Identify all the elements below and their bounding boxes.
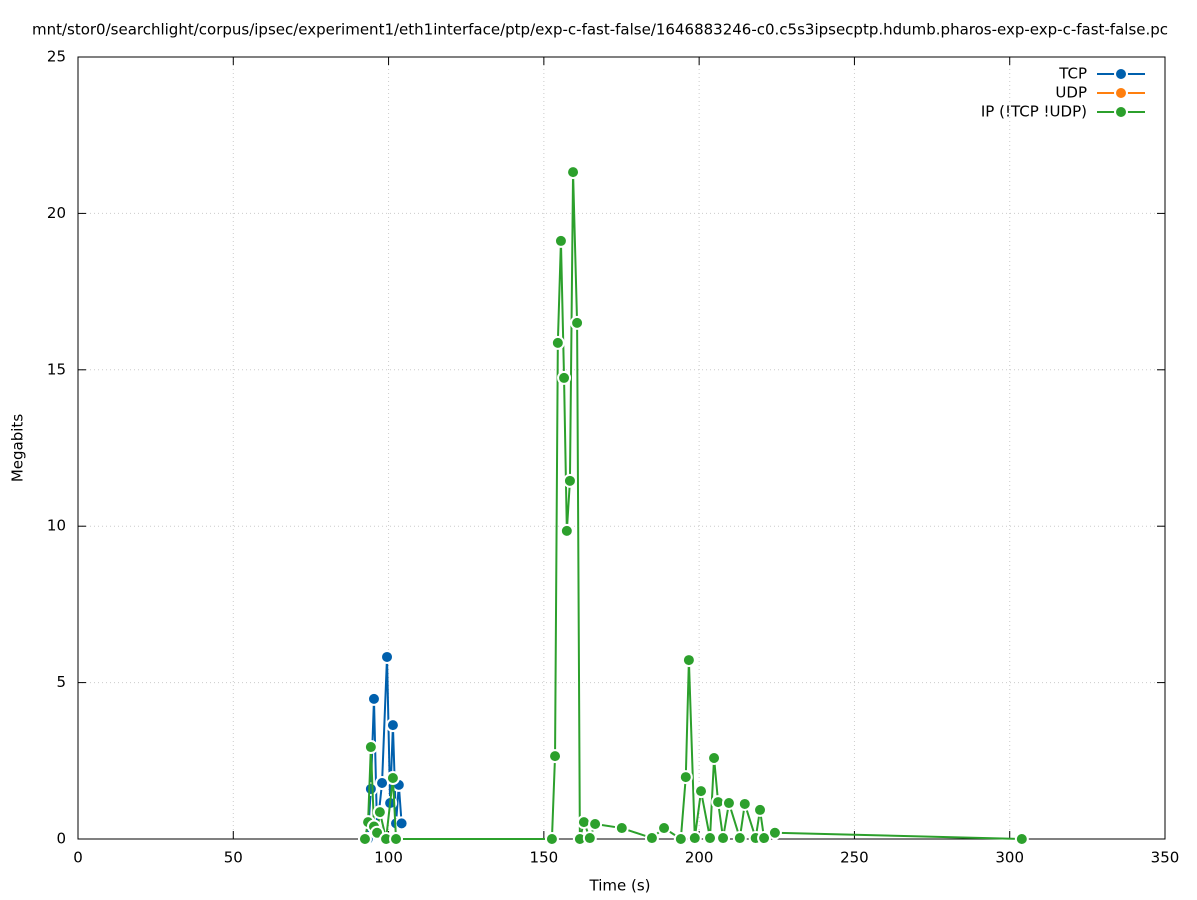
- data-point: [732, 831, 747, 846]
- y-tick-label: 25: [47, 48, 66, 66]
- data-point: [694, 784, 709, 799]
- y-tick-label: 10: [47, 517, 66, 535]
- data-point: [737, 796, 752, 811]
- data-point: [380, 649, 395, 664]
- data-point: [550, 335, 565, 350]
- legend-label: TCP: [1058, 65, 1087, 83]
- data-point: [678, 770, 693, 785]
- data-point: [757, 831, 772, 846]
- data-point: [557, 370, 572, 385]
- data-point: [548, 749, 563, 764]
- data-point: [385, 771, 400, 786]
- data-point: [644, 831, 659, 846]
- data-point: [357, 832, 372, 846]
- data-point: [1014, 832, 1029, 846]
- data-point: [363, 740, 378, 755]
- data-point: [363, 781, 378, 796]
- plot-frame: [77, 56, 1166, 840]
- legend-label: UDP: [1055, 84, 1087, 102]
- data-point: [673, 832, 688, 846]
- data-point: [553, 233, 568, 248]
- data-point: [559, 523, 574, 538]
- y-axis-label: Megabits: [9, 414, 27, 482]
- y-tick-label: 5: [56, 673, 66, 691]
- data-point: [753, 802, 768, 817]
- data-point: [681, 653, 696, 668]
- x-axis-label: Time (s): [589, 877, 651, 895]
- data-point: [767, 825, 782, 840]
- x-tick-label: 350: [1151, 849, 1180, 867]
- y-tick-label: 15: [47, 360, 66, 378]
- x-tick-label: 200: [685, 849, 714, 867]
- data-point: [544, 832, 559, 846]
- x-tick-label: 50: [224, 849, 243, 867]
- legend-label: IP (!TCP !UDP): [981, 103, 1087, 121]
- data-point: [394, 816, 409, 831]
- data-point: [562, 473, 577, 488]
- data-point: [389, 832, 404, 846]
- x-tick-label: 300: [995, 849, 1024, 867]
- chart-title: mnt/stor0/searchlight/corpus/ipsec/exper…: [32, 21, 1168, 39]
- data-point: [588, 816, 603, 831]
- data-point: [576, 815, 591, 830]
- data-point: [707, 750, 722, 765]
- y-tick-label: 20: [47, 204, 66, 222]
- data-point: [570, 315, 585, 330]
- legend-marker: [1114, 105, 1128, 119]
- data-point: [372, 805, 387, 820]
- data-point: [582, 831, 597, 846]
- data-point: [657, 821, 672, 836]
- data-point: [703, 831, 718, 846]
- legend-marker: [1114, 67, 1128, 81]
- x-tick-label: 0: [73, 849, 83, 867]
- x-tick-label: 150: [530, 849, 559, 867]
- data-point: [687, 831, 702, 846]
- x-tick-label: 250: [840, 849, 869, 867]
- data-point: [721, 796, 736, 811]
- data-point: [366, 691, 381, 706]
- legend-marker: [1114, 86, 1128, 100]
- y-tick-label: 0: [56, 830, 66, 848]
- data-point: [716, 831, 731, 846]
- data-point: [385, 718, 400, 733]
- x-tick-label: 100: [374, 849, 403, 867]
- data-point: [614, 821, 629, 836]
- data-point: [566, 165, 581, 180]
